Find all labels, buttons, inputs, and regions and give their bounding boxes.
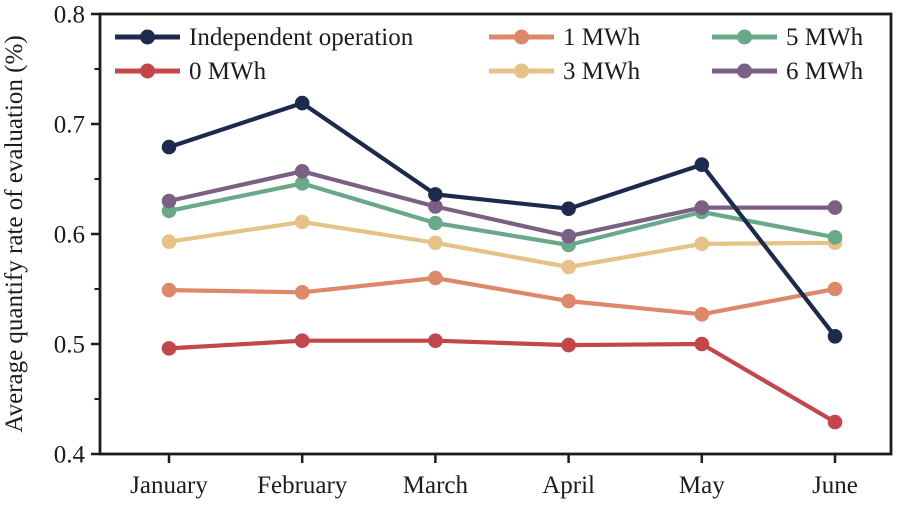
legend-item-3-mwh: 3 MWh <box>489 58 641 85</box>
series-line <box>166 338 838 425</box>
series-line <box>166 181 838 248</box>
y-tick-label: 0.4 <box>54 442 86 469</box>
data-point <box>694 157 710 172</box>
data-point <box>294 95 310 111</box>
data-point <box>294 214 310 230</box>
data-point <box>561 337 576 353</box>
legend-label: 0 MWh <box>189 58 267 85</box>
series-6-mwh <box>161 164 843 244</box>
legend-marker <box>737 29 752 45</box>
legend-marker <box>737 63 752 79</box>
legend-label: Independent operation <box>189 24 414 51</box>
legend-marker <box>140 63 155 79</box>
series-independent-operation <box>161 95 843 344</box>
data-point <box>161 139 177 155</box>
data-point <box>827 200 843 215</box>
data-point <box>428 333 443 349</box>
data-point <box>294 176 310 191</box>
data-point <box>428 199 443 214</box>
y-tick-label: 0.8 <box>54 2 85 29</box>
legend-marker <box>514 63 529 79</box>
data-point <box>827 281 843 297</box>
data-point <box>694 200 710 215</box>
x-axis: January February March April May June <box>130 454 858 499</box>
data-point <box>294 333 310 349</box>
series-line <box>166 100 838 339</box>
y-tick-label: 0.5 <box>54 332 85 359</box>
legend-item-1-mwh: 1 MWh <box>489 24 641 51</box>
legend-item-5-mwh: 5 MWh <box>712 24 864 51</box>
data-point <box>161 234 177 249</box>
data-point <box>694 336 710 352</box>
data-point <box>561 259 576 275</box>
data-point <box>561 228 576 244</box>
y-axis-title: Average quantify rate of evaluation (%) <box>1 35 28 432</box>
legend-item-0-mwh: 0 MWh <box>115 58 267 85</box>
data-point <box>561 201 576 216</box>
data-point <box>428 215 443 231</box>
series-line <box>166 219 838 270</box>
x-tick-label: May <box>679 472 725 499</box>
data-point <box>161 193 177 209</box>
data-point <box>161 282 177 298</box>
plot-frame <box>98 12 893 456</box>
series-line <box>166 275 838 317</box>
x-tick-label: June <box>812 472 858 499</box>
legend-item-6-mwh: 6 MWh <box>712 58 864 85</box>
x-tick-label: January <box>130 472 208 499</box>
data-point <box>161 341 177 356</box>
data-point <box>294 164 310 179</box>
data-point <box>428 235 443 251</box>
data-point <box>294 285 310 300</box>
x-tick-label: February <box>257 472 348 499</box>
data-point <box>827 230 843 245</box>
data-point <box>827 329 843 344</box>
series-line <box>166 169 838 239</box>
legend-label: 6 MWh <box>786 58 864 85</box>
y-tick-label: 0.7 <box>54 112 85 139</box>
x-tick-label: March <box>403 472 469 499</box>
data-point <box>428 270 443 286</box>
y-tick-label: 0.6 <box>54 222 85 249</box>
data-point <box>561 293 576 309</box>
data-point <box>694 236 710 252</box>
legend-item-independent-operation: Independent operation <box>115 24 414 51</box>
series-0-mwh <box>161 333 843 430</box>
series-1-mwh <box>161 270 843 322</box>
legend-marker <box>514 29 529 45</box>
y-axis: 0.4 0.5 0.6 0.7 0.8 <box>54 2 100 469</box>
data-point <box>694 307 710 322</box>
legend-marker <box>140 29 155 45</box>
data-point <box>428 187 443 202</box>
legend-label: 3 MWh <box>563 58 641 85</box>
legend: Independent operation 0 MWh 1 MWh 3 MWh 5 MW… <box>115 24 864 85</box>
x-tick-label: April <box>542 472 595 499</box>
legend-label: 5 MWh <box>786 24 864 51</box>
data-point <box>827 414 843 430</box>
series-3-mwh <box>161 214 843 275</box>
legend-label: 1 MWh <box>563 24 641 51</box>
